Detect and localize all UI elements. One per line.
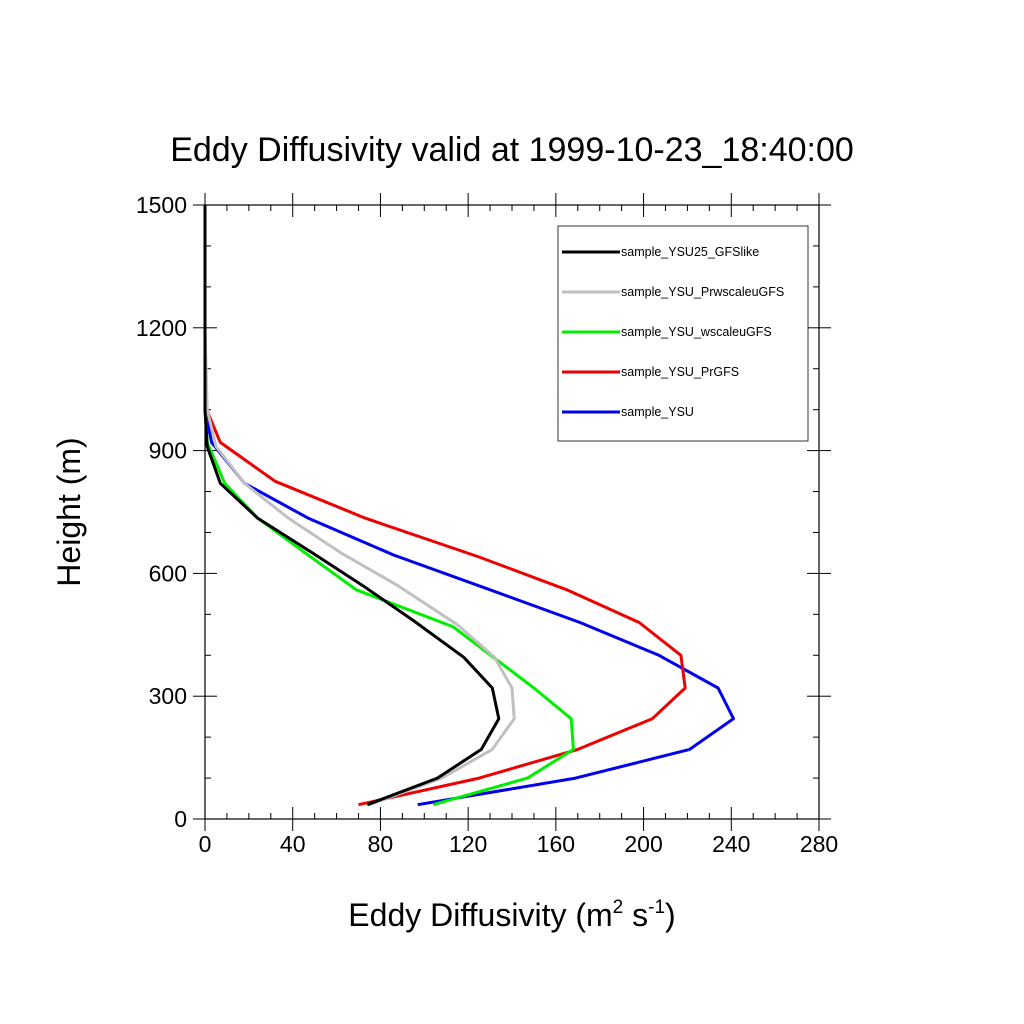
series-line-sample_YSU25_GFSlike <box>203 205 501 807</box>
x-axis-title-sup1: 2 <box>613 897 624 918</box>
x-tick-label: 40 <box>280 831 306 857</box>
x-tick-label: 120 <box>449 831 487 857</box>
chart-title: Eddy Diffusivity valid at 1999-10-23_18:… <box>170 131 854 169</box>
x-axis-title-end: ) <box>665 897 676 933</box>
x-axis-title-sup2: -1 <box>648 897 665 918</box>
x-tick-label: 0 <box>199 831 212 857</box>
series-line-sample_YSU_PrGFS <box>203 205 687 807</box>
x-tick-label: 280 <box>800 831 838 857</box>
y-tick-label: 1500 <box>136 192 187 218</box>
x-axis-title: Eddy Diffusivity (m2 s-1) <box>348 897 675 933</box>
x-tick-label: 200 <box>624 831 662 857</box>
legend-label: sample_YSU_wscaleuGFS <box>621 325 772 339</box>
series-lines <box>203 205 735 807</box>
y-tick-label: 900 <box>149 438 187 464</box>
y-tick-label: 1200 <box>136 315 187 341</box>
legend-label: sample_YSU_PrwscaleuGFS <box>621 285 784 299</box>
x-tick-label: 240 <box>712 831 750 857</box>
x-tick-label: 80 <box>368 831 394 857</box>
x-tick-label: 160 <box>537 831 575 857</box>
y-axis-title: Height (m) <box>51 437 87 586</box>
y-tick-label: 300 <box>149 683 187 709</box>
plot-frame <box>204 204 820 820</box>
axis-ticks: 0 40 80 120 160 200 240 280 0 300 600 900 1200 1500 <box>136 192 838 857</box>
x-axis-title-mid: s <box>623 897 648 933</box>
x-axis-title-base: Eddy Diffusivity (m <box>348 897 612 933</box>
legend-label: sample_YSU_PrGFS <box>621 365 739 379</box>
legend-label: sample_YSU <box>621 405 694 419</box>
legend-label: sample_YSU25_GFSlike <box>621 245 759 259</box>
y-tick-label: 600 <box>149 560 187 586</box>
series-line-sample_YSU_PrwscaleuGFS <box>203 205 516 807</box>
legend: sample_YSU25_GFSlike sample_YSU_Prwscaleu… <box>557 225 809 442</box>
y-tick-label: 0 <box>174 806 187 832</box>
